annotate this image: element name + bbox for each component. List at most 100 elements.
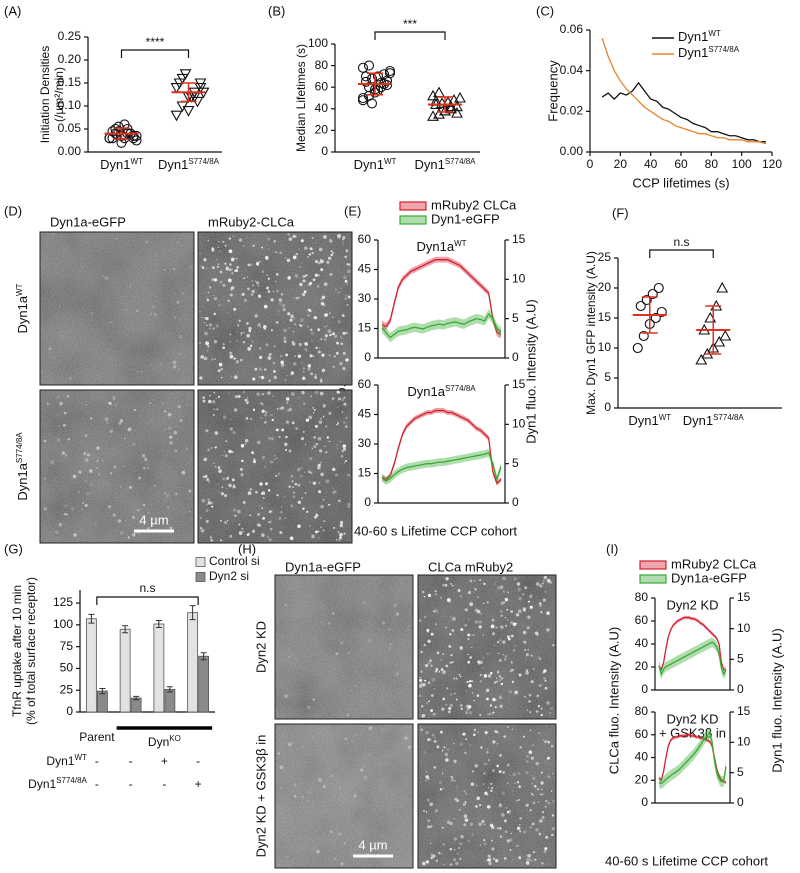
spot (255, 490, 258, 494)
spot (206, 298, 210, 302)
spot (393, 603, 397, 608)
y-tick-label: 60 (358, 232, 372, 246)
spot (479, 713, 482, 716)
spot (512, 772, 517, 777)
spot (320, 301, 325, 306)
spot (256, 440, 261, 445)
spot (200, 528, 205, 533)
spot (132, 533, 136, 537)
spot (525, 653, 529, 657)
spot (160, 364, 162, 366)
spot (285, 435, 288, 439)
spot (295, 427, 299, 430)
spot (245, 417, 249, 420)
spot (234, 375, 238, 379)
spot (534, 858, 537, 861)
spot (498, 658, 502, 663)
legend-label: Dyn1WT (678, 29, 721, 45)
spot (454, 797, 458, 801)
spot (216, 408, 219, 411)
spot (124, 519, 127, 522)
spot (222, 454, 224, 457)
spot (478, 661, 481, 665)
spot (318, 347, 321, 350)
spot (514, 782, 517, 785)
spot (220, 280, 223, 284)
spot (532, 668, 535, 671)
spot (388, 628, 391, 631)
y-tick-label: 15 (598, 310, 612, 324)
row-label-base: Dyn1a (15, 462, 30, 500)
spot (267, 290, 271, 293)
spot (434, 609, 439, 613)
error-bar (88, 613, 95, 624)
spot (310, 331, 314, 335)
error-bar (189, 605, 196, 621)
spot (483, 842, 487, 845)
spot (429, 825, 433, 828)
spot (476, 609, 481, 614)
spot (541, 793, 544, 796)
spot (231, 485, 235, 489)
spot (338, 832, 343, 836)
spot (318, 490, 322, 494)
spot (500, 682, 504, 686)
spot (458, 808, 462, 812)
micrograph-frame (274, 723, 414, 869)
spot (304, 342, 309, 346)
spot (342, 444, 347, 448)
spot (168, 524, 170, 526)
spot (243, 277, 246, 280)
spot (281, 452, 283, 455)
point (719, 329, 732, 341)
spot (257, 513, 261, 517)
spot (291, 341, 296, 346)
spot (78, 470, 82, 474)
spot (304, 347, 307, 350)
spot (239, 358, 243, 362)
y-tick-label: 0 (641, 795, 648, 809)
point (176, 73, 189, 85)
spot (234, 395, 239, 399)
micrograph-frame (417, 723, 557, 869)
spot (333, 355, 336, 358)
spot (551, 772, 554, 775)
spot (525, 803, 529, 807)
spot (502, 576, 506, 581)
spot (467, 660, 471, 664)
spot (535, 710, 539, 713)
spot (506, 763, 510, 767)
legend-label: Dyn1S774/8A (678, 45, 740, 61)
spot (199, 527, 202, 529)
spot (468, 683, 472, 688)
point (433, 108, 445, 119)
spot (241, 459, 244, 463)
spot (203, 316, 207, 320)
spot (493, 681, 497, 684)
spot (65, 454, 68, 458)
spot (343, 461, 346, 464)
spot (229, 340, 232, 343)
spot (307, 799, 309, 802)
spot (98, 473, 101, 476)
error-band (382, 448, 501, 485)
spot (168, 435, 173, 439)
spot (438, 780, 442, 784)
spot (505, 624, 508, 627)
spot (250, 293, 254, 296)
spot (467, 633, 471, 637)
table-cell: - (196, 754, 200, 768)
spot (467, 704, 472, 709)
spot (147, 467, 150, 469)
error-bar (122, 625, 129, 634)
spot (480, 746, 483, 749)
spot (275, 320, 279, 324)
spot (479, 660, 484, 664)
spot (376, 841, 379, 844)
spot (235, 360, 240, 364)
spot (463, 823, 467, 827)
spot (313, 435, 317, 439)
spot (484, 762, 488, 766)
spot (524, 586, 528, 590)
x-tick-label: Dyn1S774/8A (683, 413, 745, 429)
